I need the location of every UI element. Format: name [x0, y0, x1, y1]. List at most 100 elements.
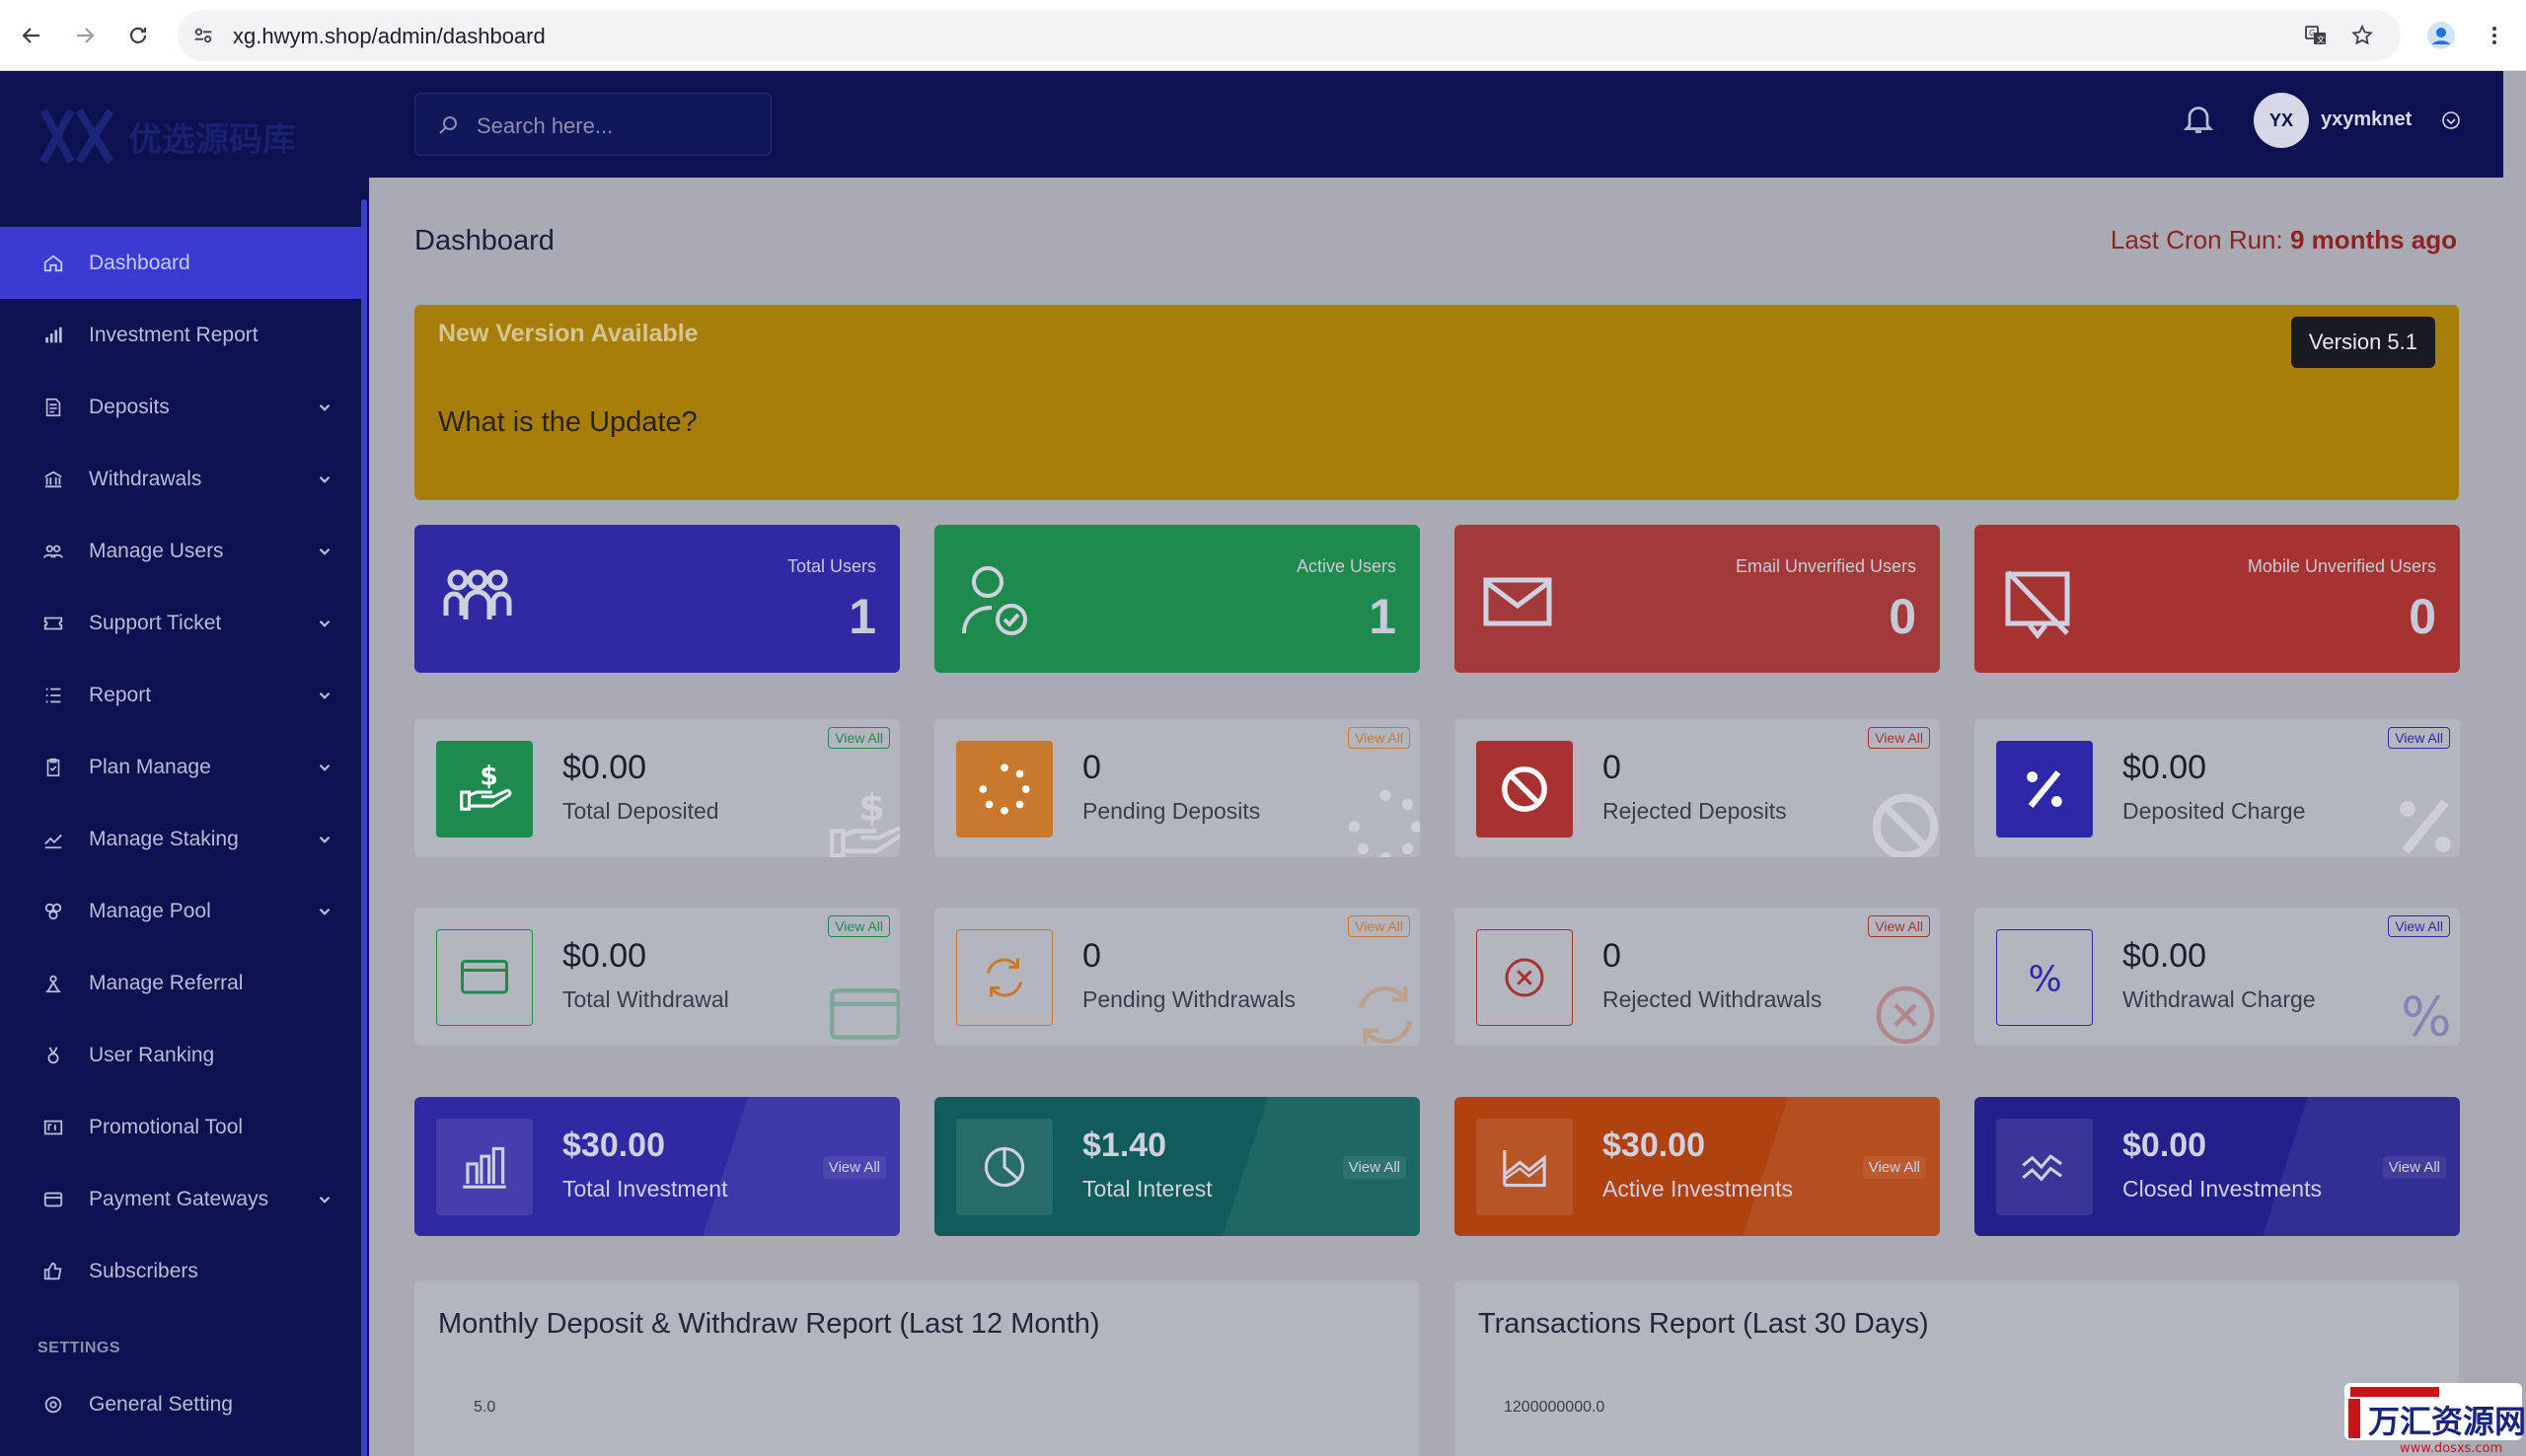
- decorative-icon: [1341, 782, 1420, 857]
- sidebar-item-support-ticket[interactable]: Support Ticket: [0, 587, 361, 659]
- sidebar-item-promotional-tool[interactable]: Promotional Tool: [0, 1091, 361, 1163]
- wave-icon-box: [1996, 1119, 2093, 1215]
- svg-text:G: G: [2309, 29, 2315, 37]
- update-banner: New Version Available What is the Update…: [414, 305, 2459, 500]
- svg-text:%: %: [2029, 960, 2062, 1000]
- bookmark-star-icon[interactable]: [2348, 22, 2376, 49]
- avatar[interactable]: YX: [2254, 93, 2309, 148]
- hand-dollar-icon: $: [460, 762, 512, 811]
- version-badge[interactable]: Version 5.1: [2290, 317, 2435, 368]
- chevron-down-icon: [319, 403, 331, 411]
- view-all-button[interactable]: View All: [828, 727, 890, 749]
- search-placeholder: Search here...: [477, 113, 614, 138]
- chevron-down-circle-icon[interactable]: [2439, 109, 2463, 132]
- widget-email-unverified-users[interactable]: Email Unverified Users 0: [1454, 525, 1940, 673]
- logo[interactable]: 优选源码库: [39, 105, 296, 168]
- widget-label: Total Withdrawal: [562, 986, 729, 1012]
- wallet-icon: [830, 988, 900, 1040]
- view-all-button[interactable]: View All: [828, 915, 890, 937]
- sidebar-item-manage-referral[interactable]: Manage Referral: [0, 947, 361, 1019]
- watermark-text: 万汇资源网: [2368, 1403, 2526, 1440]
- users-icon: [42, 545, 64, 558]
- url-text[interactable]: xg.hwym.shop/admin/dashboard: [233, 24, 546, 48]
- y-axis-tick: 1200000000.0: [1504, 1399, 1605, 1416]
- widget-active-users[interactable]: Active Users 1: [934, 525, 1420, 673]
- spinner-icon: [979, 764, 1030, 815]
- reload-icon[interactable]: [120, 18, 156, 53]
- widget-amount: $30.00: [562, 1127, 665, 1164]
- view-all-button[interactable]: View All: [2388, 727, 2450, 749]
- sidebar-item-label: Support Ticket: [89, 611, 222, 634]
- widget-total-investment: $30.00 Total Investment View All: [414, 1097, 900, 1236]
- sidebar-item-general-setting[interactable]: General Setting: [0, 1368, 361, 1440]
- card-icon: [43, 1192, 63, 1206]
- sidebar-item-withdrawals[interactable]: Withdrawals: [0, 443, 361, 515]
- sidebar-item-subscribers[interactable]: Subscribers: [0, 1235, 361, 1307]
- widget-label: Withdrawal Charge: [2122, 986, 2316, 1012]
- sidebar-item-manage-users[interactable]: Manage Users: [0, 515, 361, 587]
- x-circle-icon: [1505, 958, 1544, 997]
- widget-rejected-deposits: 0 Rejected Deposits View All: [1454, 719, 1940, 857]
- sidebar-item-manage-staking[interactable]: Manage Staking: [0, 803, 361, 875]
- sidebar-item-payment-gateways[interactable]: Payment Gateways: [0, 1163, 361, 1235]
- monthly-report-panel: Monthly Deposit & Withdraw Report (Last …: [414, 1280, 1419, 1456]
- sidebar-item-label: Investment Report: [89, 323, 259, 346]
- widget-pending-deposits: 0 Pending Deposits View All: [934, 719, 1420, 857]
- widget-withdrawal-charge: % $0.00 Withdrawal Charge View All %: [1974, 908, 2460, 1046]
- widget-deposited-charge: $0.00 Deposited Charge View All: [1974, 719, 2460, 857]
- bar-chart-icon: [45, 327, 62, 342]
- x-circle-icon: [1876, 985, 1935, 1045]
- view-all-button[interactable]: View All: [1348, 915, 1410, 937]
- view-all-button[interactable]: View All: [1348, 727, 1410, 749]
- page-scrollbar[interactable]: [2503, 71, 2526, 1456]
- widget-label: Active Investments: [1602, 1176, 1794, 1201]
- username[interactable]: yxymknet: [2321, 109, 2413, 130]
- widget-amount: $30.00: [1602, 1127, 1705, 1164]
- view-all-button[interactable]: View All: [2388, 915, 2450, 937]
- notification-bell-icon[interactable]: [2181, 101, 2216, 136]
- forward-icon[interactable]: [67, 18, 103, 53]
- y-axis-tick: 5.0: [474, 1399, 496, 1416]
- percent-outline-icon-box: %: [1996, 929, 2093, 1026]
- view-all-button[interactable]: View All: [1862, 1156, 1926, 1179]
- sidebar-item-deposits[interactable]: Deposits: [0, 371, 361, 443]
- sidebar-item-dashboard[interactable]: Dashboard: [0, 227, 361, 299]
- widget-amount: 0: [1602, 937, 1621, 975]
- svg-text:$: $: [858, 785, 885, 830]
- view-all-button[interactable]: View All: [2382, 1156, 2446, 1179]
- widget-closed-investments: $0.00 Closed Investments View All: [1974, 1097, 2460, 1236]
- view-all-button[interactable]: View All: [1342, 1156, 1406, 1179]
- banner-question: What is the Update?: [438, 406, 698, 438]
- panel-title: Transactions Report (Last 30 Days): [1478, 1308, 1929, 1340]
- widget-rejected-withdrawals: 0 Rejected Withdrawals View All: [1454, 908, 1940, 1046]
- sidebar-item-user-ranking[interactable]: User Ranking: [0, 1019, 361, 1091]
- site-settings-icon[interactable]: [189, 22, 217, 49]
- spinner-icon-box: [956, 741, 1053, 837]
- view-all-button[interactable]: View All: [1868, 727, 1930, 749]
- widget-total-users[interactable]: Total Users 1: [414, 525, 900, 673]
- sidebar-item-report[interactable]: Report: [0, 659, 361, 731]
- back-icon[interactable]: [14, 18, 49, 53]
- spinner-icon: [1348, 789, 1420, 857]
- view-all-button[interactable]: View All: [1868, 915, 1930, 937]
- sidebar-item-investment-report[interactable]: Investment Report: [0, 299, 361, 371]
- sidebar-scrollbar[interactable]: [361, 199, 367, 1456]
- sidebar-item-manage-pool[interactable]: Manage Pool: [0, 875, 361, 947]
- transactions-report-panel: Transactions Report (Last 30 Days) 12000…: [1454, 1280, 2459, 1456]
- decorative-icon: $: [821, 782, 900, 857]
- widget-mobile-unverified-users[interactable]: Mobile Unverified Users 0: [1974, 525, 2460, 673]
- watermark-sub: www.dosxs.com: [2400, 1441, 2502, 1456]
- view-all-button[interactable]: View All: [822, 1156, 886, 1179]
- profile-icon[interactable]: [2423, 18, 2459, 53]
- sidebar-item-label: Withdrawals: [89, 467, 202, 490]
- sidebar-item-plan-manage[interactable]: Plan Manage: [0, 731, 361, 803]
- widget-label: Total Deposited: [562, 798, 719, 824]
- svg-text:$: $: [480, 762, 497, 791]
- widget-amount: 0: [1082, 749, 1101, 786]
- search-input[interactable]: Search here...: [414, 93, 772, 156]
- hand-dollar-icon-box: $: [436, 741, 533, 837]
- browser-menu-icon[interactable]: [2477, 18, 2512, 53]
